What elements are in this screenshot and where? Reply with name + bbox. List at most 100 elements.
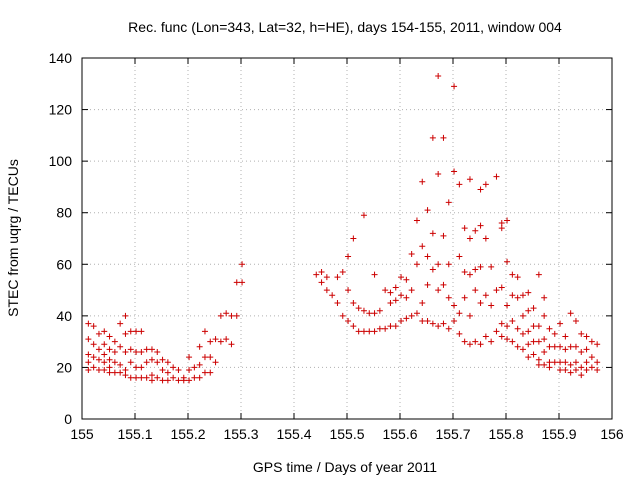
data-point (387, 299, 394, 306)
data-point (154, 348, 161, 355)
data-point (562, 359, 569, 366)
data-point (594, 341, 601, 348)
data-point (472, 227, 479, 234)
data-point (382, 287, 389, 294)
data-point (435, 73, 442, 80)
data-point (440, 281, 447, 288)
data-point (466, 341, 473, 348)
data-point (191, 374, 198, 381)
data-point (588, 338, 595, 345)
data-point (567, 369, 574, 376)
data-point (127, 374, 134, 381)
data-point (398, 318, 405, 325)
data-point (117, 369, 124, 376)
data-point (472, 338, 479, 345)
data-point (583, 333, 590, 340)
data-point (101, 359, 108, 366)
data-point (90, 354, 97, 361)
data-point (101, 341, 108, 348)
data-point (148, 346, 155, 353)
data-point (323, 287, 330, 294)
data-point (207, 369, 214, 376)
data-point (111, 369, 118, 376)
data-point (567, 343, 574, 350)
data-point (164, 359, 171, 366)
data-point (572, 318, 579, 325)
data-point (413, 310, 420, 317)
data-point (85, 320, 92, 327)
data-point (138, 364, 145, 371)
data-point (525, 341, 532, 348)
data-point (350, 323, 357, 330)
data-point (488, 338, 495, 345)
data-point (207, 338, 214, 345)
data-point (95, 330, 102, 337)
data-point (122, 330, 129, 337)
data-point (106, 346, 113, 353)
data-point (541, 336, 548, 343)
x-tick-label: 156 (600, 426, 624, 442)
data-point (504, 302, 511, 309)
data-point (546, 343, 553, 350)
data-point (445, 325, 452, 332)
data-point (217, 338, 224, 345)
data-point (95, 356, 102, 363)
data-point (514, 343, 521, 350)
data-point (186, 367, 193, 374)
data-point (196, 374, 203, 381)
data-point (477, 341, 484, 348)
y-tick-label: 100 (49, 153, 73, 169)
data-point (498, 320, 505, 327)
data-point (419, 299, 426, 306)
data-point (541, 312, 548, 319)
data-point (466, 176, 473, 183)
data-point (154, 374, 161, 381)
x-tick-label: 155 (70, 426, 94, 442)
data-point (583, 359, 590, 366)
data-point (482, 333, 489, 340)
data-point (424, 207, 431, 214)
data-point (509, 318, 516, 325)
data-point (101, 367, 108, 374)
data-point (127, 346, 134, 353)
data-point (159, 367, 166, 374)
data-point (424, 318, 431, 325)
data-point (572, 359, 579, 366)
data-point (514, 325, 521, 332)
data-point (117, 343, 124, 350)
data-point (106, 364, 113, 371)
x-tick-label: 155.5 (329, 426, 364, 442)
data-point (435, 323, 442, 330)
data-point (440, 134, 447, 141)
data-point (345, 287, 352, 294)
data-point (366, 328, 373, 335)
data-point (546, 359, 553, 366)
axis-ticks (81, 57, 613, 420)
data-point (403, 315, 410, 322)
data-point (429, 320, 436, 327)
data-point (196, 361, 203, 368)
data-point (90, 341, 97, 348)
data-point (557, 320, 564, 327)
data-point (170, 374, 177, 381)
data-point (572, 367, 579, 374)
data-point (398, 274, 405, 281)
data-point (477, 299, 484, 306)
data-point (429, 266, 436, 273)
data-point (419, 318, 426, 325)
data-point (546, 364, 553, 371)
data-point (387, 323, 394, 330)
data-point (461, 294, 468, 301)
y-axis-label: STEC from uqrg / TECUs (5, 159, 21, 317)
data-point (85, 359, 92, 366)
x-tick-label: 155.1 (117, 426, 152, 442)
data-point (180, 377, 187, 384)
y-tick-label: 80 (56, 205, 72, 221)
data-point (509, 338, 516, 345)
y-tick-labels: 0 20 40 60 80 100 120 140 (49, 50, 73, 427)
x-tick-label: 155.2 (170, 426, 205, 442)
data-point (498, 225, 505, 232)
data-point (164, 369, 171, 376)
data-point (355, 328, 362, 335)
grid-lines (82, 58, 612, 419)
